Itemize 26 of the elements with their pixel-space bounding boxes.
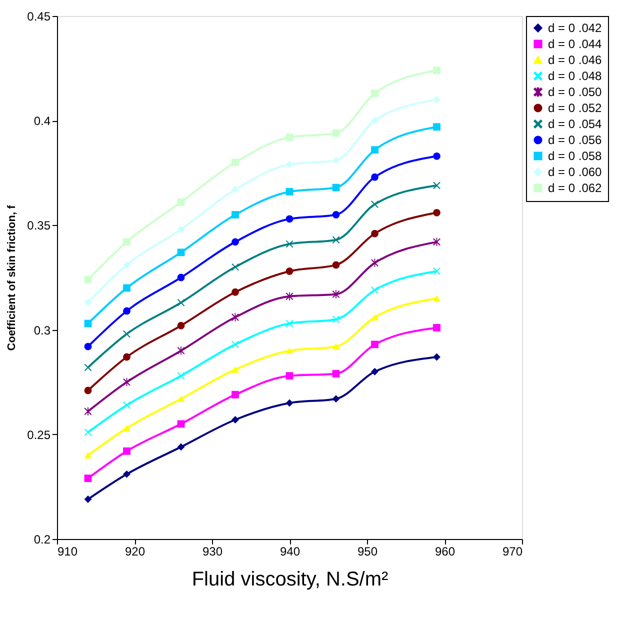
legend-label: d = 0 .058 xyxy=(548,149,602,163)
legend-label: d = 0 .050 xyxy=(548,85,602,99)
legend-label: d = 0 .054 xyxy=(548,117,602,131)
legend-label: d = 0 .062 xyxy=(548,181,602,195)
y-tick-label: 0.45 xyxy=(27,10,51,24)
y-tick-label: 0.35 xyxy=(27,218,51,233)
y-axis-title: Coefficient of skin friction, f xyxy=(6,204,18,351)
y-tick-label: 0.2 xyxy=(34,532,51,546)
x-tick-label: 910 xyxy=(58,544,78,558)
x-tick-label: 960 xyxy=(434,544,456,558)
legend-label: d = 0 .046 xyxy=(548,53,602,67)
legend-label: d = 0 .048 xyxy=(548,69,602,83)
x-tick-label: 950 xyxy=(357,544,378,558)
y-tick-label: 0.25 xyxy=(27,428,51,442)
y-tick-label: 0.4 xyxy=(34,114,51,128)
y-tick-label: 0.3 xyxy=(34,323,51,338)
x-tick-label: 970 xyxy=(502,544,523,558)
x-tick-label: 940 xyxy=(280,544,300,558)
x-tick-label: 920 xyxy=(124,544,146,558)
legend-label: d = 0 .056 xyxy=(548,133,602,147)
legend-label: d = 0 .052 xyxy=(548,101,602,115)
legend-label: d = 0 .044 xyxy=(548,37,602,51)
legend-label: d = 0 .060 xyxy=(548,165,602,179)
x-axis-title: Fluid viscosity, N.S/m² xyxy=(192,568,388,590)
legend-label: d = 0 .042 xyxy=(548,21,602,35)
x-tick-label: 930 xyxy=(202,544,223,558)
